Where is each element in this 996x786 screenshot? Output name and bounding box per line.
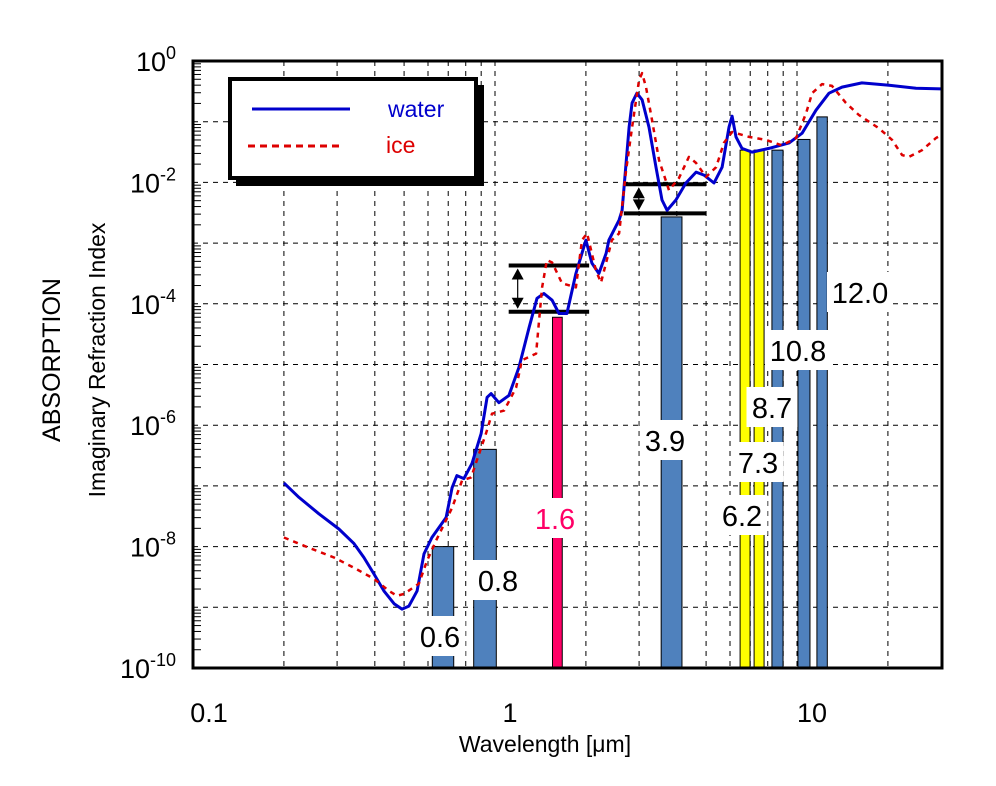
band-label: 1.6 [535,504,575,536]
band-label: 6.2 [722,501,762,533]
legend-ice-label: ice [386,132,415,158]
y-axis-label-main: ABSORPTION [38,278,66,442]
axes: 0.1 1 10 100 10-2 10-4 10-6 10-8 10-10 [120,43,944,728]
x-tick-label: 0.1 [190,698,228,728]
plot-frame [191,59,944,670]
band-label: 8.7 [752,393,792,425]
band-label-background [529,498,581,538]
legend-water-label: water [387,96,445,122]
band-label: 0.8 [478,566,518,598]
arrow-down-icon [511,297,524,309]
band-label: 12.0 [832,278,888,310]
y-axis-label-sub: Imaginary Refraction Index [84,222,110,497]
band-label: 10.8 [770,336,826,368]
y-tick-label: 10-4 [130,286,176,320]
x-tick-label: 10 [797,698,827,728]
band-label-background [472,560,524,600]
band-label-background [414,616,466,656]
band-label-background [716,495,768,535]
band-label-background [639,420,691,460]
y-tick-label: 10-8 [130,529,176,563]
band-label: 3.9 [645,426,685,458]
x-tick-label: 1 [502,698,517,728]
series-lines [282,71,942,611]
band-label-background [765,330,831,370]
band-label-background [827,272,893,312]
y-tick-label: 10-2 [130,164,176,198]
band-labels: 0.6 0.8 1.6 3.9 6.2 7.3 8.7 10.812.0 [414,272,893,656]
series-line-ice [283,71,942,598]
arrow-up-icon [511,268,524,280]
y-tick-label: 10-10 [120,650,176,684]
x-axis-label: Wavelength [μm] [459,731,631,757]
arrow-down-icon [632,199,645,211]
band-bar-10-8 [797,138,811,669]
band-label-background [746,387,798,427]
band-bar-12-0 [816,116,828,669]
y-tick-label: 10-6 [130,407,176,441]
arrow-up-icon [632,187,645,199]
band-label-background [732,442,784,482]
band-label: 0.6 [420,622,460,654]
band-bar-1-6 [551,316,563,669]
band-label: 7.3 [738,448,778,480]
difference-markers [508,182,707,314]
band-bar-0-8 [473,448,497,669]
legend-box [228,77,478,180]
y-tick-label: 100 [136,43,176,77]
legend: water ice [228,77,484,186]
